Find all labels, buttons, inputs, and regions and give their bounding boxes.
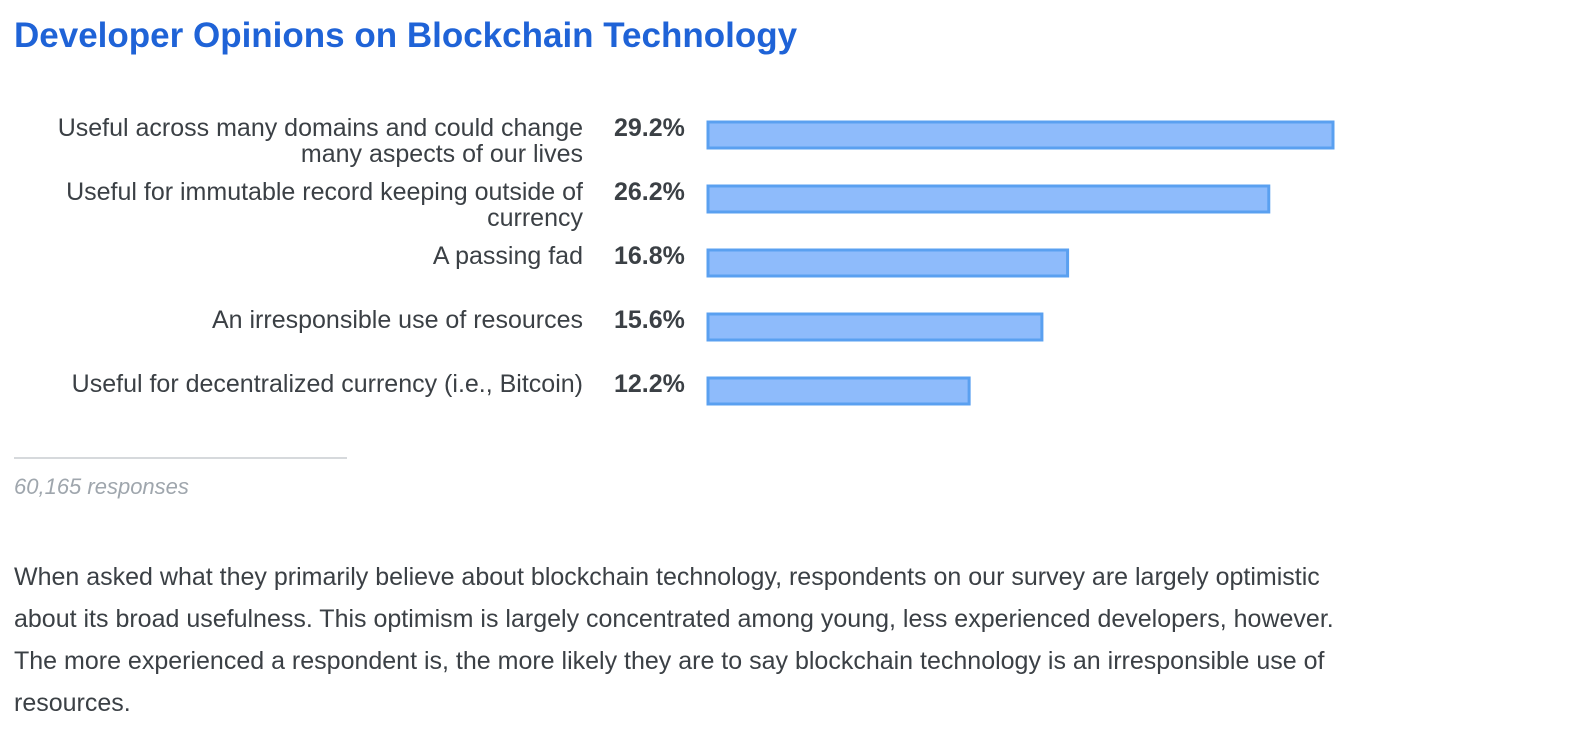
bar [706,120,1335,150]
response-count: 60,165 responses [14,474,189,499]
divider [14,457,347,459]
category-label: A passing fad [433,242,583,270]
bar [706,248,1070,278]
category-label: An irresponsible use of resources [212,306,583,334]
bar [706,376,971,406]
value-label: 16.8% [614,242,685,270]
value-label: 26.2% [614,178,685,206]
bar-chart: Useful across many domains and could cha… [58,114,1335,406]
chart-title: Developer Opinions on Blockchain Technol… [14,16,798,55]
category-label: Useful for immutable record keeping outs… [66,178,583,232]
bar [706,184,1271,214]
value-label: 15.6% [614,306,685,334]
bar [706,312,1044,342]
value-label: 29.2% [614,114,685,142]
value-label: 12.2% [614,370,685,398]
category-label: Useful for decentralized currency (i.e.,… [72,370,583,398]
category-label: Useful across many domains and could cha… [58,114,583,168]
summary-paragraph: When asked what they primarily believe a… [14,563,1334,717]
